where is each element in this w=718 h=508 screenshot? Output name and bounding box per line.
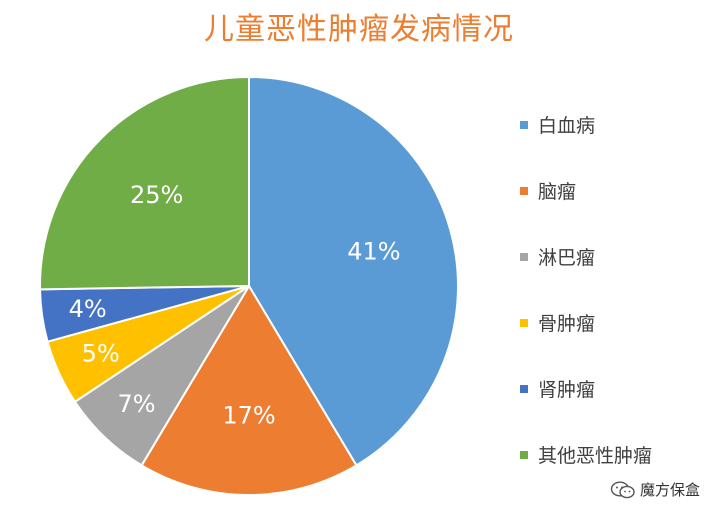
watermark-text: 魔方保盒	[639, 481, 700, 499]
legend-label: 其他恶性肿瘤	[538, 445, 653, 467]
legend-item-6: 其他恶性肿瘤	[520, 438, 652, 471]
legend: 白血病脑瘤淋巴瘤骨肿瘤肾肿瘤其他恶性肿瘤	[520, 108, 652, 504]
pie-slice-labels: 41% 17% 7% 5% 4% 25%	[69, 181, 401, 429]
legend-swatch	[520, 186, 528, 195]
legend-label: 骨肿瘤	[538, 313, 596, 335]
legend-swatch	[520, 252, 528, 261]
wechat-logo-icon	[610, 480, 635, 498]
legend-item-5: 肾肿瘤	[520, 372, 652, 405]
legend-label: 淋巴瘤	[538, 247, 596, 269]
pie-slice-2	[140, 284, 358, 496]
legend-item-1: 白血病	[520, 108, 652, 141]
legend-swatch	[520, 384, 528, 393]
pie-slice-label-4: 5%	[82, 340, 120, 368]
pie-slice-label-2: 17%	[222, 402, 275, 430]
pie-slice-label-6: 25%	[130, 181, 183, 209]
legend-label: 白血病	[538, 115, 596, 137]
legend-swatch	[520, 120, 528, 129]
pie-slice-label-3: 7%	[117, 390, 155, 418]
pie-slice-label-5: 4%	[69, 295, 107, 323]
legend-item-3: 淋巴瘤	[520, 240, 652, 273]
legend-swatch	[520, 450, 528, 459]
legend-label: 脑瘤	[538, 181, 577, 203]
pie-slice-label-1: 41%	[347, 237, 400, 265]
legend-label: 肾肿瘤	[538, 379, 596, 401]
legend-item-2: 脑瘤	[520, 174, 652, 207]
legend-item-4: 骨肿瘤	[520, 306, 652, 339]
watermark: 魔方保盒	[610, 479, 700, 500]
legend-swatch	[520, 318, 528, 327]
chart-title: 儿童恶性肿瘤发病情况	[204, 12, 514, 47]
pie-slice-6	[39, 75, 250, 291]
pie-slice-1	[248, 75, 459, 467]
pie-slices	[39, 75, 459, 496]
